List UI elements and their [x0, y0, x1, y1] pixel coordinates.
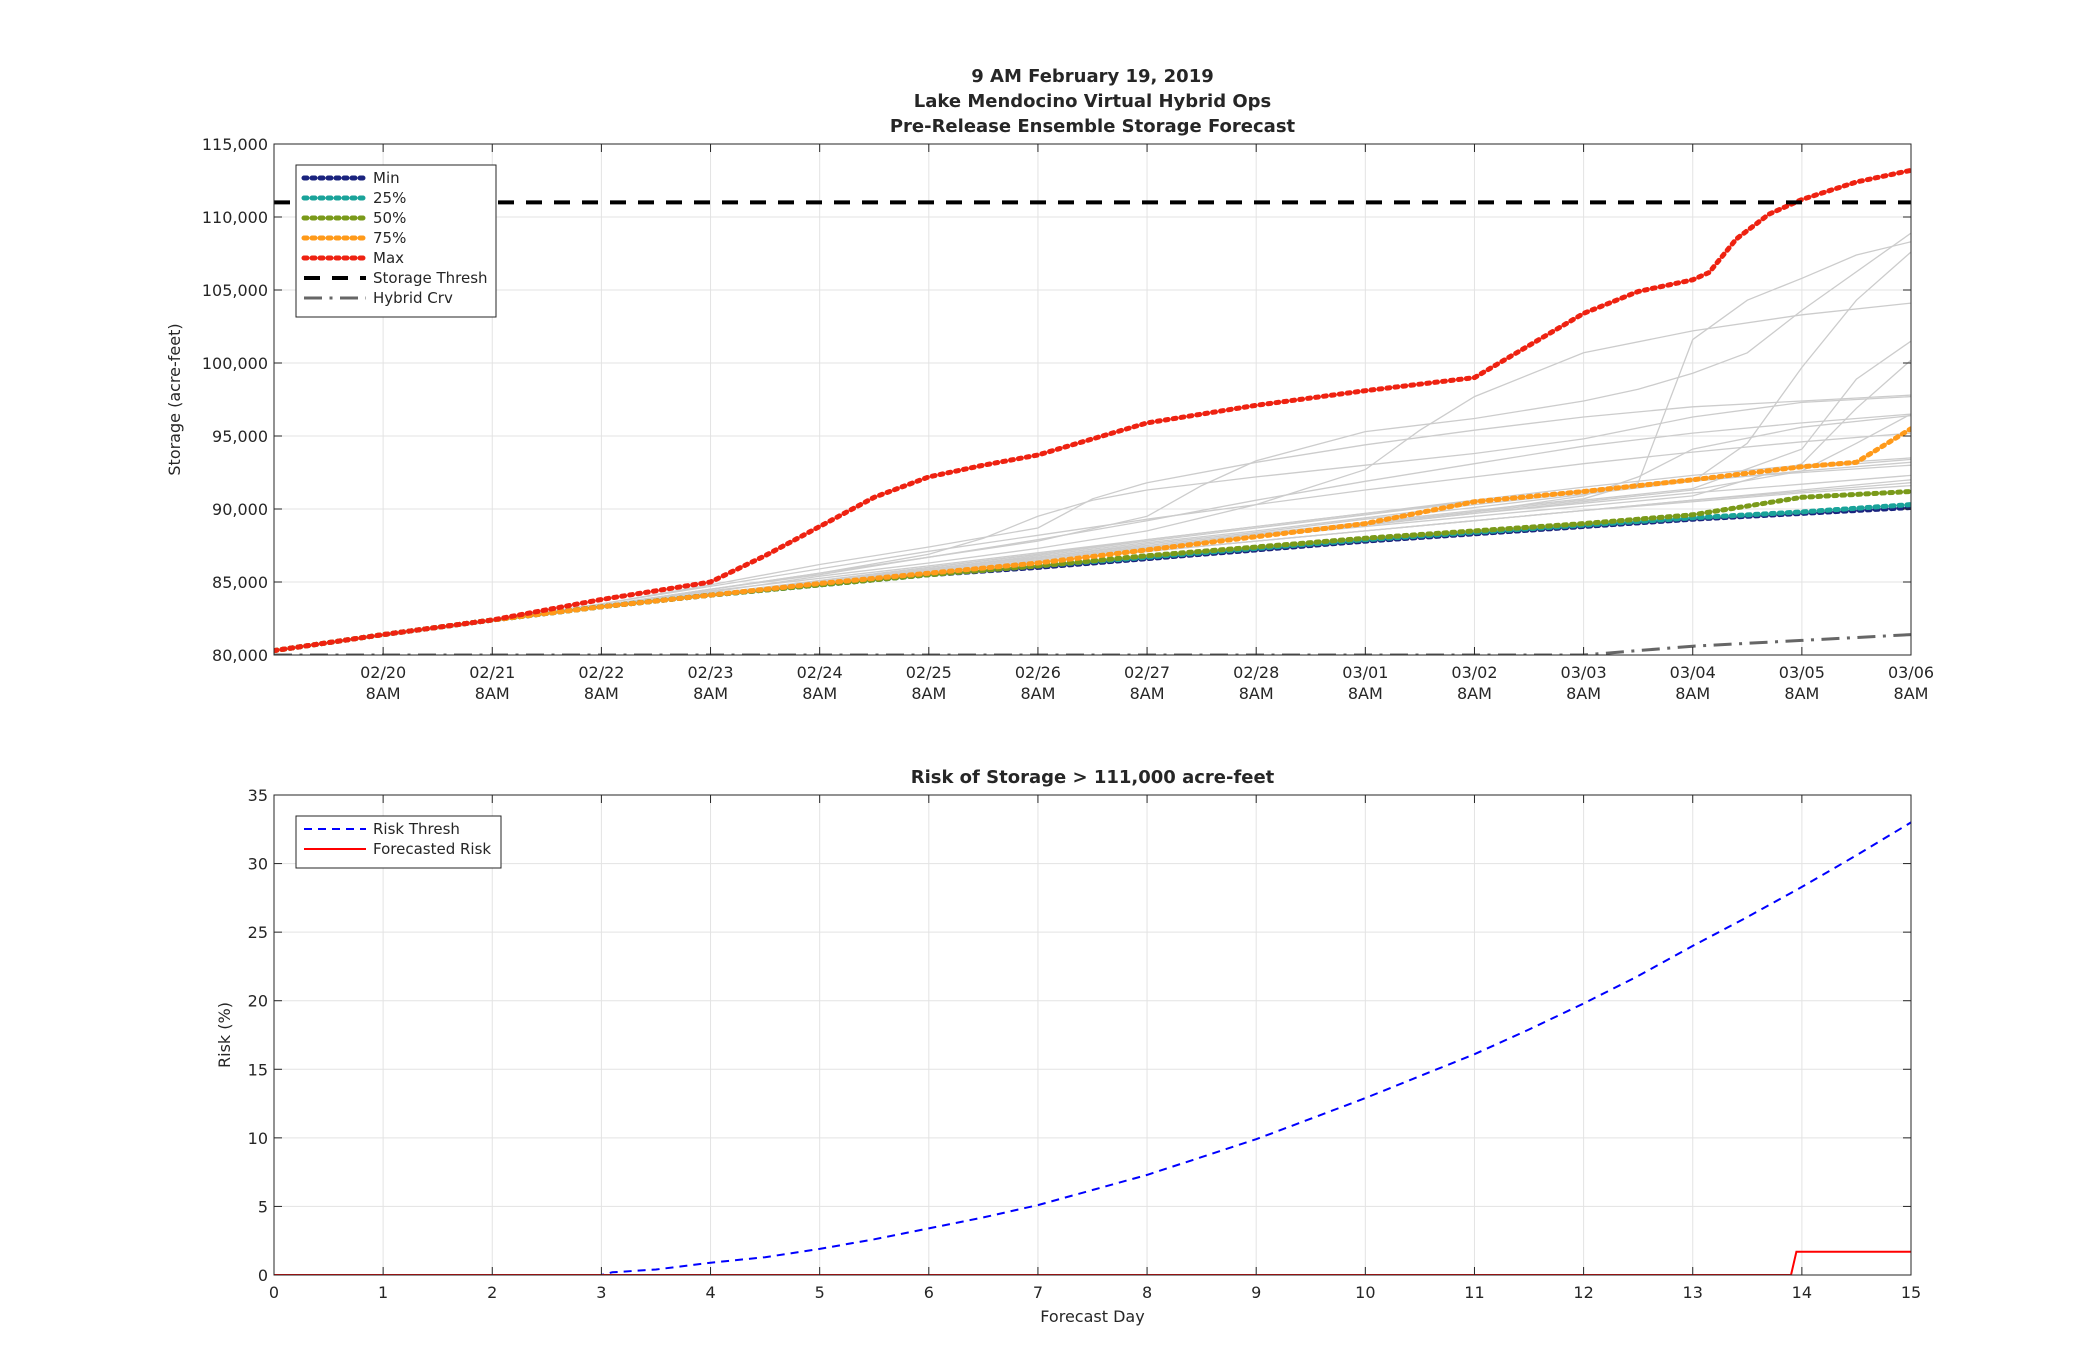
x-tick-label: 5	[815, 1283, 825, 1302]
ensemble-member-line	[273, 394, 1912, 652]
x-axis-label: Forecast Day	[1040, 1307, 1144, 1326]
x-tick-label: 03/05	[1779, 663, 1825, 682]
legend-box	[295, 164, 497, 318]
x-tick-label: 02/20	[360, 663, 406, 682]
y-tick-label: 115,000	[202, 135, 268, 154]
x-tick-label: 8AM	[1457, 684, 1492, 703]
x-tick-label: 02/22	[578, 663, 624, 682]
x-tick-label: 03/02	[1451, 663, 1497, 682]
y-tick-label: 105,000	[202, 281, 268, 300]
chart-title: Risk of Storage > 111,000 acre-feet	[911, 767, 1275, 788]
y-tick-label: 0	[258, 1266, 268, 1285]
x-tick-label: 3	[596, 1283, 606, 1302]
y-tick-label: 85,000	[212, 573, 268, 592]
x-tick-label: 13	[1683, 1283, 1703, 1302]
x-tick-label: 8AM	[1020, 684, 1055, 703]
legend-label: Storage Thresh	[373, 269, 488, 287]
legend-label: 50%	[373, 209, 406, 227]
x-tick-label: 6	[924, 1283, 934, 1302]
x-tick-label: 1	[378, 1283, 388, 1302]
legend-label: 75%	[373, 229, 406, 247]
x-tick-label: 8AM	[911, 684, 946, 703]
x-tick-label: 02/24	[797, 663, 843, 682]
legend-label: 25%	[373, 189, 406, 207]
y-tick-label: 30	[248, 855, 268, 874]
chart-title-line: Pre-Release Ensemble Storage Forecast	[890, 116, 1296, 137]
x-tick-label: 0	[269, 1283, 279, 1302]
chart-title-line: 9 AM February 19, 2019	[971, 66, 1214, 87]
legend-label: Max	[373, 249, 404, 267]
series-line-75-	[274, 426, 1911, 654]
x-tick-label: 02/28	[1233, 663, 1279, 682]
legend-label: Risk Thresh	[373, 820, 460, 838]
legend: Min 25% 50% 75% Max Storage Thresh Hybrid Crv	[295, 164, 497, 318]
x-tick-label: 03/06	[1888, 663, 1934, 682]
y-tick-label: 5	[258, 1197, 268, 1216]
legend: Risk Thresh Forecasted Risk	[295, 815, 502, 869]
chart-title-line: Lake Mendocino Virtual Hybrid Ops	[914, 91, 1272, 112]
storage-forecast-chart: 02/20 8AM 02/21 8AM 02/22 8AM 02/23 8AM 02/24 8AM…	[165, 66, 1934, 703]
x-tick-label: 02/23	[687, 663, 733, 682]
legend-label: Hybrid Crv	[373, 289, 453, 307]
y-tick-label: 10	[248, 1129, 268, 1148]
x-tick-label: 9	[1251, 1283, 1261, 1302]
risk-chart: 0 1 2 3 4 5 6 7 8 9 10 11 12 13 14 1505101520253035Risk…	[215, 767, 1921, 1326]
x-tick-label: 4	[705, 1283, 715, 1302]
x-tick-label: 8AM	[1566, 684, 1601, 703]
axes-frame	[273, 143, 1912, 656]
x-tick-label: 12	[1573, 1283, 1593, 1302]
plot-area	[274, 144, 1911, 655]
legend-label: Forecasted Risk	[373, 840, 491, 858]
y-tick-label: 15	[248, 1060, 268, 1079]
x-tick-label: 14	[1792, 1283, 1812, 1302]
legend-label: Min	[373, 169, 400, 187]
x-tick-label: 8AM	[802, 684, 837, 703]
plot-area	[274, 795, 1911, 1275]
x-tick-label: 11	[1464, 1283, 1484, 1302]
x-tick-label: 8AM	[1784, 684, 1819, 703]
x-tick-label: 8AM	[1239, 684, 1274, 703]
x-tick-label: 02/26	[1015, 663, 1061, 682]
x-tick-label: 8AM	[475, 684, 510, 703]
x-tick-label: 8AM	[1348, 684, 1383, 703]
x-tick-label: 2	[487, 1283, 497, 1302]
x-tick-label: 02/27	[1124, 663, 1170, 682]
x-tick-label: 03/03	[1561, 663, 1607, 682]
x-tick-label: 15	[1901, 1283, 1921, 1302]
y-tick-label: 95,000	[212, 427, 268, 446]
x-tick-label: 8	[1142, 1283, 1152, 1302]
y-tick-label: 100,000	[202, 354, 268, 373]
series-line-hybrid-crv	[274, 633, 1911, 655]
x-tick-label: 8AM	[1130, 684, 1165, 703]
ensemble-member-line	[273, 432, 1912, 652]
x-tick-label: 02/25	[906, 663, 952, 682]
ensemble-member-line	[273, 232, 1912, 652]
y-axis-label: Storage (acre-feet)	[165, 323, 184, 475]
y-tick-label: 20	[248, 992, 268, 1011]
x-tick-label: 02/21	[469, 663, 515, 682]
x-tick-label: 8AM	[1675, 684, 1710, 703]
x-tick-label: 8AM	[366, 684, 401, 703]
x-tick-label: 8AM	[584, 684, 619, 703]
y-axis-label: Risk (%)	[215, 1002, 234, 1068]
y-tick-label: 90,000	[212, 500, 268, 519]
y-tick-label: 80,000	[212, 646, 268, 665]
x-tick-label: 8AM	[1894, 684, 1929, 703]
series-line-forecasted-risk	[274, 1250, 1911, 1275]
x-tick-label: 03/04	[1670, 663, 1716, 682]
y-tick-label: 110,000	[202, 208, 268, 227]
x-tick-label: 10	[1355, 1283, 1375, 1302]
y-tick-label: 35	[248, 786, 268, 805]
x-tick-label: 7	[1033, 1283, 1043, 1302]
x-tick-label: 03/01	[1342, 663, 1388, 682]
x-tick-label: 8AM	[693, 684, 728, 703]
series-line-risk-thresh	[274, 821, 1911, 1275]
axes-frame	[273, 794, 1912, 1276]
ensemble-member-line	[273, 302, 1912, 652]
legend-box	[295, 815, 502, 869]
series-line-max	[274, 167, 1911, 654]
y-tick-label: 25	[248, 923, 268, 942]
